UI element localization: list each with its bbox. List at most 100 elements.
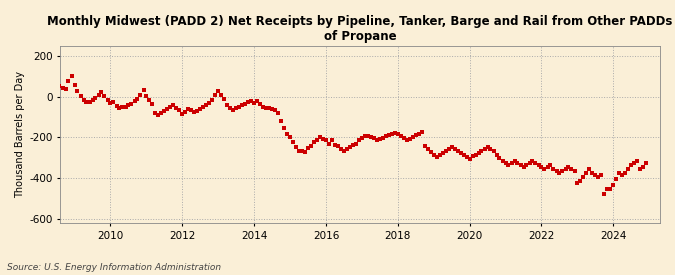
Point (342, 146, 352, 151)
Point (248, 100, 259, 105)
Point (365, 135, 376, 140)
Point (269, 108, 280, 112)
Point (569, 169, 580, 173)
Point (105, 100, 116, 105)
Point (339, 148, 350, 153)
Point (198, 104, 209, 109)
Point (329, 142, 340, 147)
Point (563, 165, 574, 169)
Point (180, 110, 190, 114)
Point (275, 119, 286, 123)
Point (252, 98, 263, 103)
Point (120, 104, 131, 109)
Point (362, 134, 373, 139)
Point (90, 95, 101, 100)
Point (476, 148, 487, 153)
Point (359, 134, 370, 139)
Point (264, 106, 275, 110)
Point (186, 108, 196, 112)
Point (518, 165, 529, 169)
Point (255, 101, 266, 106)
Point (350, 141, 361, 146)
Point (296, 148, 307, 153)
Point (234, 104, 244, 109)
Point (437, 150, 448, 155)
Point (135, 92, 146, 97)
Point (413, 132, 424, 136)
Point (162, 107, 173, 111)
Point (509, 159, 520, 163)
Point (348, 142, 358, 147)
Point (632, 159, 643, 163)
Point (335, 146, 346, 151)
Point (177, 112, 188, 116)
Point (371, 138, 382, 143)
Point (581, 171, 592, 175)
Point (524, 161, 535, 165)
Point (506, 161, 517, 165)
Point (57, 86, 68, 91)
Point (554, 171, 565, 175)
Point (611, 177, 622, 182)
Point (458, 153, 469, 157)
Point (81, 100, 92, 104)
Point (443, 146, 454, 151)
Point (111, 104, 122, 108)
Point (572, 181, 583, 186)
Point (228, 108, 239, 112)
Point (482, 144, 493, 149)
Point (132, 97, 143, 101)
Point (398, 136, 409, 141)
Point (204, 100, 215, 105)
Point (467, 153, 478, 158)
Point (318, 137, 329, 142)
Point (273, 111, 284, 115)
Point (423, 146, 433, 151)
Point (93, 92, 104, 97)
Point (530, 161, 541, 165)
Point (141, 93, 152, 98)
Point (408, 135, 418, 140)
Point (473, 150, 484, 155)
Point (545, 163, 556, 167)
Point (159, 109, 169, 113)
Point (452, 148, 463, 153)
Point (96, 90, 107, 95)
Point (431, 155, 442, 159)
Point (425, 150, 436, 154)
Point (369, 136, 379, 141)
Point (605, 187, 616, 192)
Point (84, 100, 95, 104)
Point (491, 153, 502, 157)
Point (237, 103, 248, 107)
Point (381, 134, 392, 139)
Point (308, 140, 319, 145)
Point (102, 97, 113, 102)
Point (500, 161, 511, 165)
Point (117, 104, 128, 109)
Point (267, 107, 277, 111)
Point (114, 106, 125, 110)
Point (242, 100, 253, 104)
Point (231, 106, 242, 110)
Point (294, 148, 304, 153)
Point (174, 108, 185, 112)
Point (60, 87, 71, 92)
Point (536, 165, 547, 169)
Point (628, 161, 639, 165)
Point (43, 61, 53, 65)
Point (108, 100, 119, 104)
Point (279, 126, 290, 130)
Point (123, 103, 134, 107)
Point (479, 146, 490, 151)
Point (219, 97, 230, 101)
Point (488, 148, 499, 153)
Point (285, 135, 296, 140)
Point (156, 111, 167, 115)
Point (189, 110, 200, 114)
Point (623, 167, 634, 171)
Text: Source: U.S. Energy Information Administration: Source: U.S. Energy Information Administ… (7, 263, 221, 272)
Point (575, 179, 586, 183)
Title: Monthly Midwest (PADD 2) Net Receipts by Pipeline, Tanker, Barge and Rail from O: Monthly Midwest (PADD 2) Net Receipts by… (47, 15, 673, 43)
Point (63, 79, 74, 84)
